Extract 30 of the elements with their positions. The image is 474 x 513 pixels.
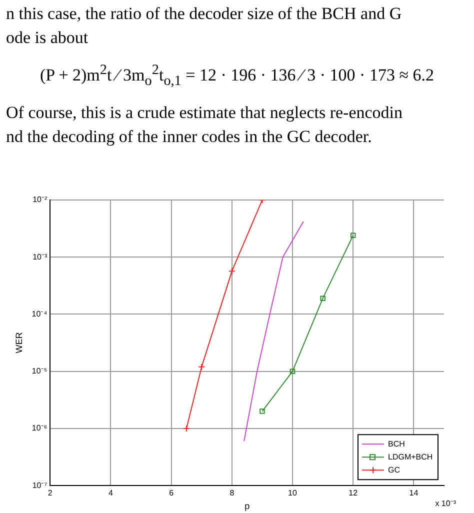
text: (P + 2)m$^{2}$t ⁄ 3m$_{o}$$^{2}$t$_{o,1}$ = 12 · 196 · 136 ⁄ 3 · 100 · 173 ≈ 6.2: [38, 61, 436, 92]
x-tick-label: 4: [108, 488, 114, 498]
x-tick-label: 6: [169, 488, 174, 498]
legend-label: BCH: [388, 439, 406, 448]
point: [228, 268, 236, 275]
y-tick-label: 10⁻⁶: [32, 424, 48, 433]
text: x 10⁻³: [435, 498, 456, 508]
x-tick-label: 12: [348, 488, 358, 498]
legend-label: GC: [388, 465, 400, 474]
y-tick-label: 10⁻⁴: [32, 309, 48, 318]
point: [350, 232, 356, 238]
point: [320, 296, 326, 301]
x-axis-title: p: [244, 501, 250, 512]
y-tick-label: 10⁻²: [32, 195, 48, 204]
x-tick-label: 8: [230, 488, 235, 498]
y-tick-label: 10⁻⁷: [32, 480, 48, 490]
point: [260, 408, 265, 414]
y-tick-label: 10⁻³: [32, 252, 48, 262]
x-tick-label: 14: [409, 488, 419, 498]
text: n this case, the ratio of the decoder size of the BCH and G: [6, 3, 403, 25]
legend-label: LDGM+BCH: [388, 452, 433, 462]
text: Of course, this is a crude estimate that neglects re-encodin: [6, 102, 404, 124]
text: nd the decoding of the inner codes in the GC decoder.: [6, 126, 373, 148]
y-axis-title: WER: [14, 332, 24, 354]
text: ode is about: [6, 27, 90, 49]
x-tick-label: 10: [288, 488, 298, 498]
y-tick-label: 10⁻⁵: [32, 366, 48, 376]
point: [290, 368, 296, 374]
x-tick-label: 2: [48, 488, 53, 498]
point: [198, 363, 206, 370]
